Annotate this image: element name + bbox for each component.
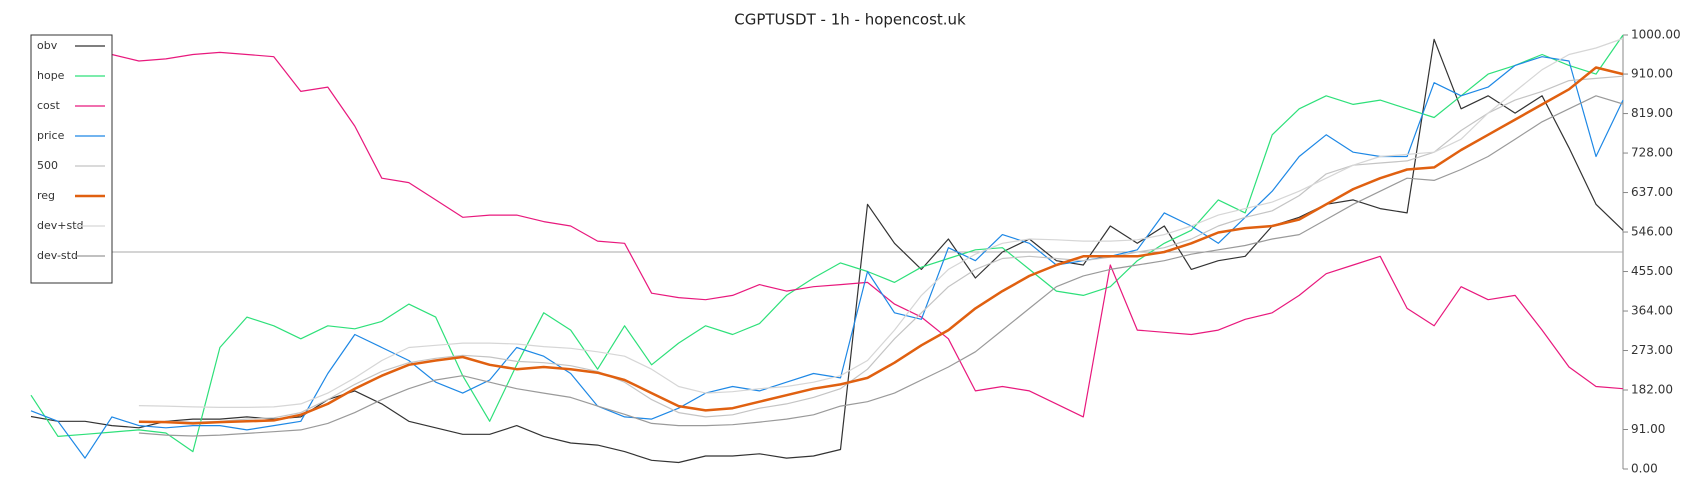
- series-line: [138, 66, 1624, 425]
- y-tick-label: 182.00: [1631, 383, 1673, 397]
- series-line: [30, 51, 1624, 418]
- legend-label: price: [37, 129, 65, 142]
- series-line: [30, 38, 1624, 464]
- y-tick-label: 637.00: [1631, 185, 1673, 199]
- y-tick-label: 910.00: [1631, 67, 1673, 81]
- y-tick-label: 1000.00: [1631, 28, 1681, 42]
- legend-label: 500: [37, 159, 58, 172]
- y-tick-label: 364.00: [1631, 304, 1673, 318]
- chart-title: CGPTUSDT - 1h - hopencost.uk: [734, 11, 966, 29]
- series-line: [138, 75, 1624, 423]
- y-tick-label: 0.00: [1631, 462, 1658, 476]
- y-tick-label: 819.00: [1631, 106, 1673, 120]
- series-line: [30, 34, 1624, 453]
- y-tick-label: 455.00: [1631, 264, 1673, 278]
- series-line: [138, 37, 1624, 408]
- legend-label: hope: [37, 69, 65, 82]
- series-line: [138, 95, 1624, 437]
- legend-label: reg: [37, 189, 55, 202]
- series-line: [30, 56, 1624, 459]
- y-tick-label: 273.00: [1631, 343, 1673, 357]
- legend-label: dev+std: [37, 219, 84, 232]
- y-tick-label: 91.00: [1631, 422, 1665, 436]
- y-tick-label: 728.00: [1631, 146, 1673, 160]
- y-tick-label: 546.00: [1631, 225, 1673, 239]
- legend-label: dev-std: [37, 249, 78, 262]
- legend-label: obv: [37, 39, 58, 52]
- legend-label: cost: [37, 99, 61, 112]
